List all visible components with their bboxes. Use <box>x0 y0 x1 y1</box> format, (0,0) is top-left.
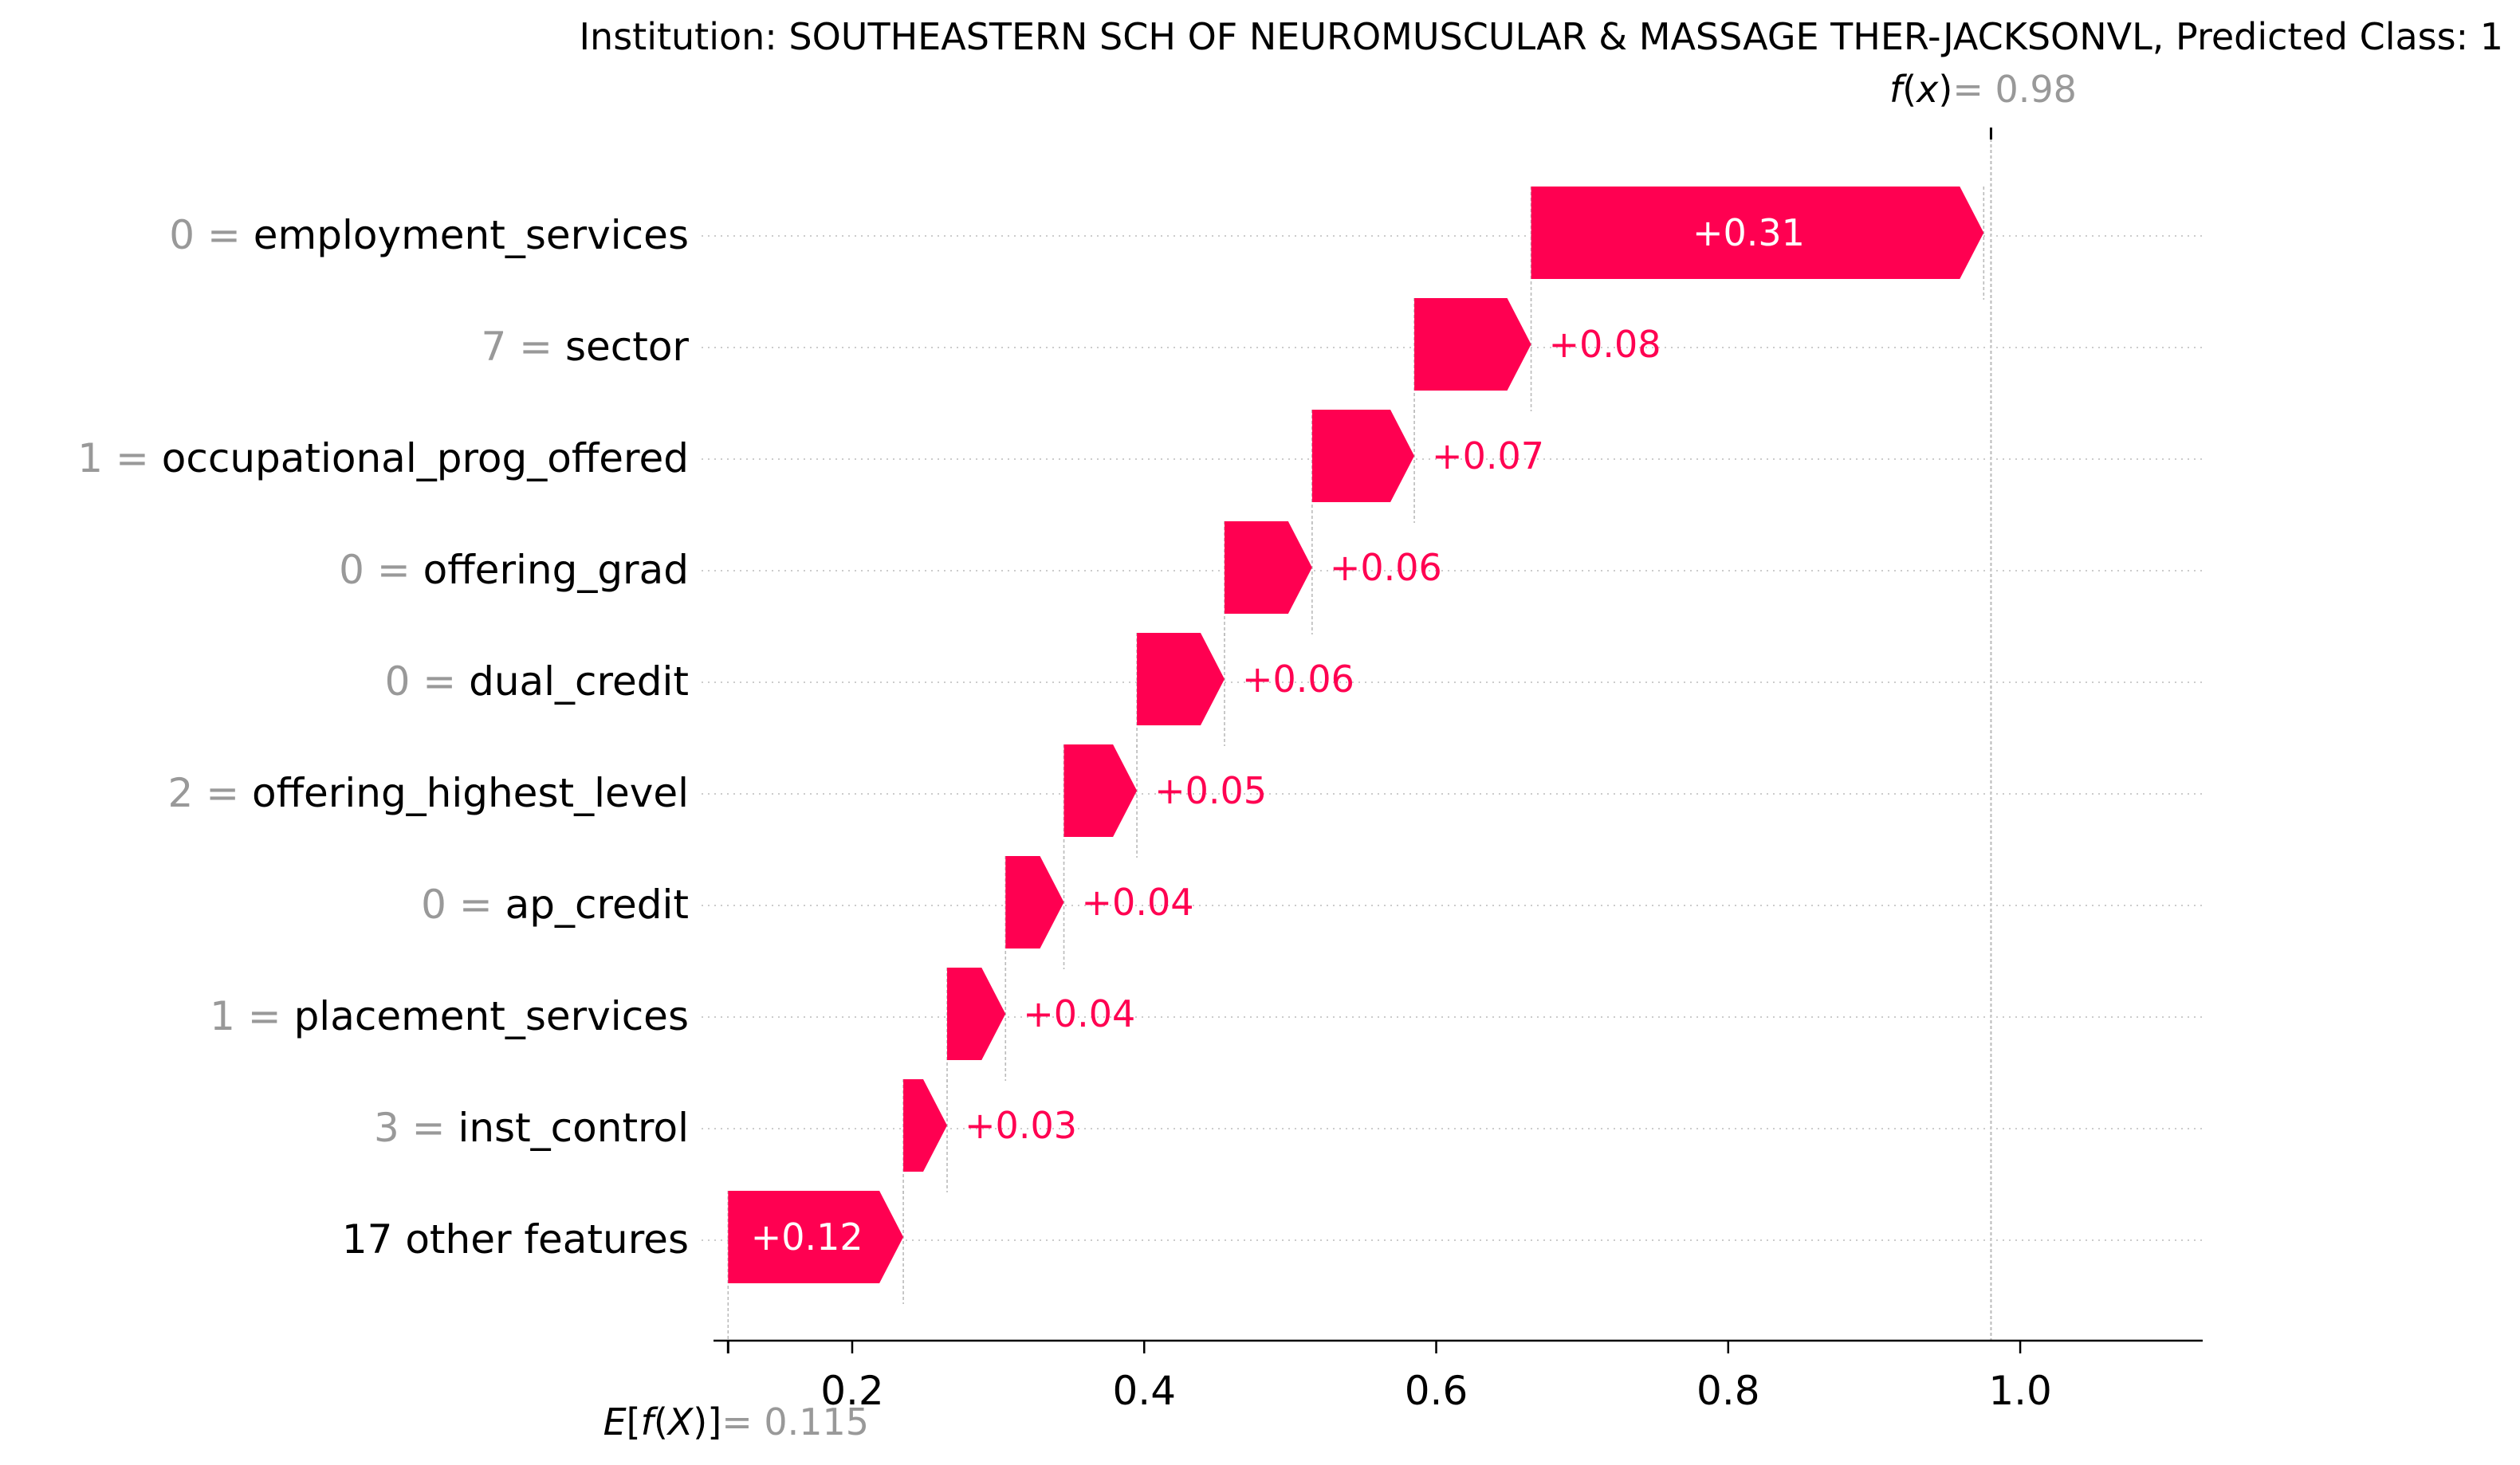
feature-value: 1 = <box>77 435 162 481</box>
x-tick-label: 0.6 <box>1405 1368 1468 1414</box>
contribution-bar <box>947 968 1006 1060</box>
svg-text:E[f(X)]= 0.115: E[f(X)]= 0.115 <box>603 1400 869 1443</box>
contribution-label: +0.05 <box>1154 769 1267 812</box>
x-tick-label: 0.8 <box>1696 1368 1760 1414</box>
contribution-bar <box>1531 187 1984 279</box>
contribution-label: +0.04 <box>1023 992 1135 1035</box>
contribution-bar <box>1414 298 1531 391</box>
contribution-label: +0.06 <box>1242 658 1354 701</box>
contribution-bar <box>1137 633 1225 725</box>
contribution-bar <box>1311 410 1415 502</box>
x-tick-label: 1.0 <box>1988 1368 2052 1414</box>
feature-name: offering_highest_level <box>252 770 689 816</box>
feature-name: dual_credit <box>469 658 689 705</box>
base-value-annotation: E[f(X)]= 0.115 <box>603 1400 869 1443</box>
feature-value: 1 = <box>210 993 294 1039</box>
contribution-label: +0.08 <box>1549 323 1661 366</box>
feature-label: 2 = offering_highest_level <box>168 770 690 816</box>
feature-name: inst_control <box>458 1105 689 1151</box>
contribution-bar <box>1005 856 1064 949</box>
final-value-label: = 0.98 <box>1952 68 2077 111</box>
feature-name: employment_services <box>254 212 689 258</box>
feature-value: 7 = <box>481 324 565 370</box>
bars: +0.31 +0.08 +0.07 +0.06 +0.06 +0.05 +0.04 +0.04… <box>728 187 1984 1283</box>
feature-name: placement_services <box>294 993 689 1039</box>
feature-value: 3 = <box>374 1105 458 1151</box>
x-axis: 0.2 0.4 0.6 0.8 1.0 <box>714 1339 2203 1414</box>
contribution-label: +0.03 <box>965 1104 1077 1147</box>
feature-name: occupational_prog_offered <box>162 435 689 481</box>
contribution-label: +0.06 <box>1330 546 1442 589</box>
svg-text:f(x)= 0.98: f(x)= 0.98 <box>1889 68 2077 111</box>
feature-name: offering_grad <box>423 547 689 593</box>
feature-value: 0 = <box>339 547 423 593</box>
feature-name: ap_credit <box>505 882 689 928</box>
feature-name: 17 other features <box>342 1216 689 1263</box>
feature-labels: 0 = employment_services 7 = sector 1 = occ… <box>77 212 689 1263</box>
contribution-label: +0.12 <box>751 1216 863 1259</box>
feature-value: 0 = <box>421 882 505 928</box>
contribution-bar <box>903 1079 948 1172</box>
x-tick-label: 0.2 <box>820 1368 884 1414</box>
feature-value: 2 = <box>168 770 253 816</box>
feature-label: 7 = sector <box>481 324 689 370</box>
feature-label: 1 = placement_services <box>210 993 689 1039</box>
final-value-annotation: f(x)= 0.98 <box>1889 68 2077 111</box>
contribution-label: +0.07 <box>1432 434 1544 477</box>
x-tick-label: 0.4 <box>1112 1368 1176 1414</box>
feature-label: 3 = inst_control <box>374 1105 689 1151</box>
feature-label: 1 = occupational_prog_offered <box>77 435 689 481</box>
contribution-bar <box>1063 744 1138 837</box>
contribution-bar <box>728 1191 904 1283</box>
base-value-label: = 0.115 <box>721 1400 869 1443</box>
feature-label: 0 = ap_credit <box>421 882 689 928</box>
feature-value: 0 = <box>169 212 254 258</box>
feature-label: 17 other features <box>342 1216 689 1263</box>
feature-name: sector <box>565 324 689 370</box>
contribution-bar <box>1224 521 1312 614</box>
feature-value: 0 = <box>385 658 470 705</box>
feature-label: 0 = offering_grad <box>339 547 689 593</box>
contribution-label: +0.31 <box>1692 211 1805 254</box>
feature-label: 0 = employment_services <box>169 212 689 258</box>
chart-title: Institution: SOUTHEASTERN SCH OF NEUROMU… <box>579 15 2503 58</box>
contribution-label: +0.04 <box>1082 881 1194 924</box>
feature-label: 0 = dual_credit <box>385 658 689 705</box>
